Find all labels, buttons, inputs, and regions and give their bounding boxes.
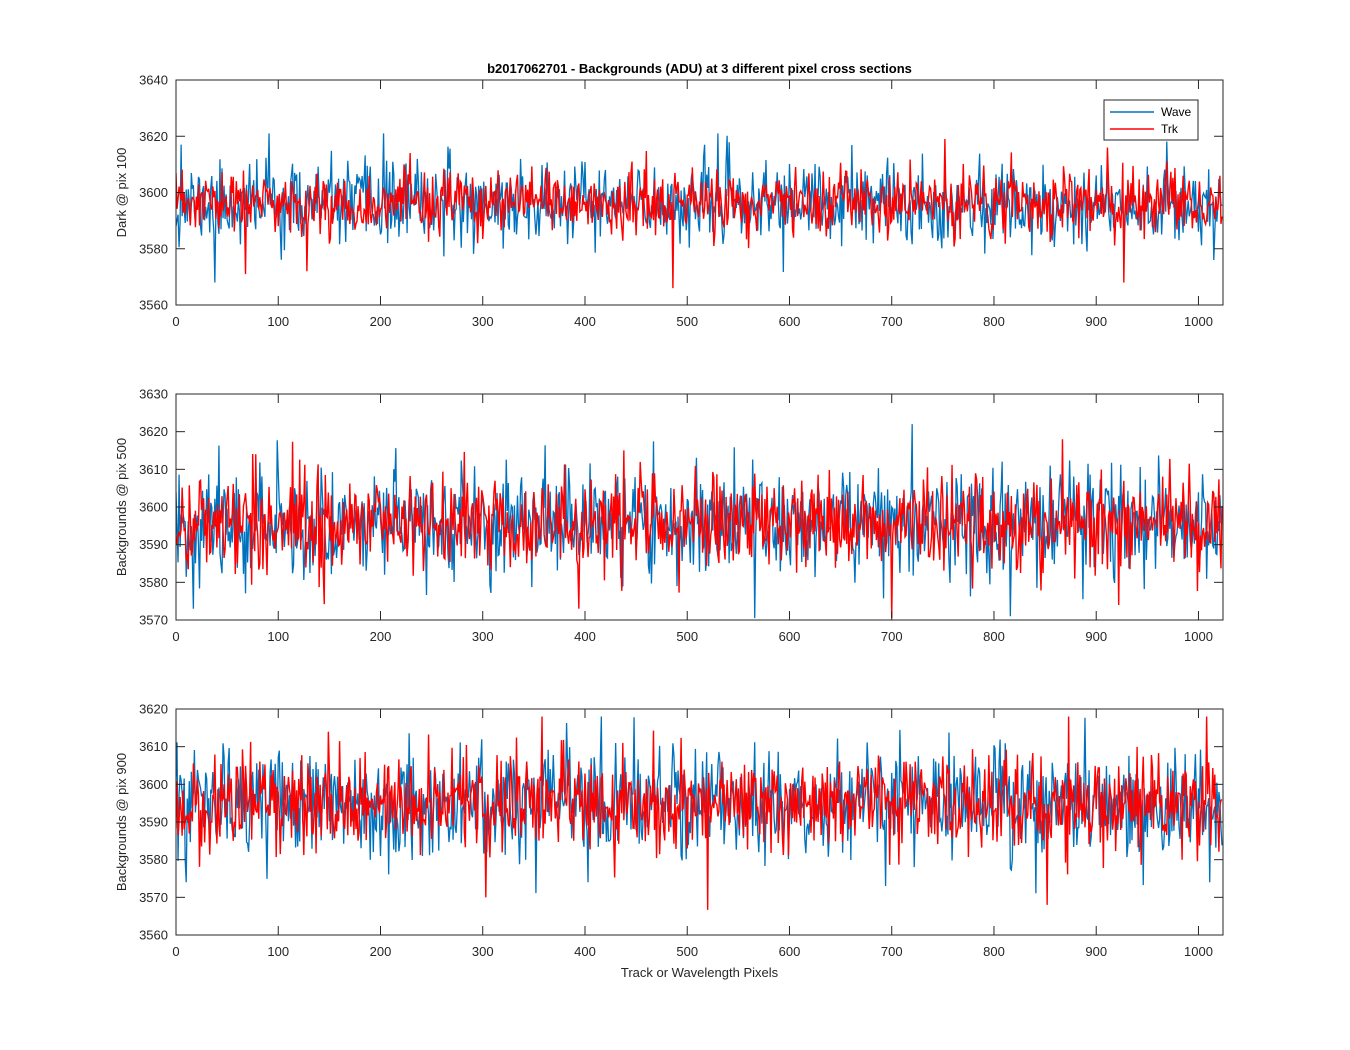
x-tick-label: 200	[370, 944, 392, 959]
y-tick-label: 3590	[139, 537, 168, 552]
x-tick-label: 600	[779, 944, 801, 959]
x-tick-label: 100	[267, 629, 289, 644]
x-tick-label: 500	[676, 314, 698, 329]
legend-box	[1103, 99, 1199, 141]
legend: Wave Trk	[1103, 99, 1199, 141]
y-tick-label: 3570	[139, 890, 168, 905]
x-tick-label: 900	[1085, 944, 1107, 959]
series-line-trk	[176, 716, 1223, 910]
y-axis-label: Dark @ pix 100	[114, 148, 129, 238]
x-tick-label: 700	[881, 314, 903, 329]
x-tick-label: 1000	[1184, 314, 1213, 329]
series-line-trk	[176, 139, 1223, 289]
y-tick-label: 3560	[139, 928, 168, 943]
x-axis-label: Track or Wavelength Pixels	[621, 965, 779, 980]
x-tick-label: 800	[983, 314, 1005, 329]
y-tick-label: 3600	[139, 500, 168, 515]
y-tick-label: 3600	[139, 185, 168, 200]
legend-label-wave: Wave	[1161, 105, 1192, 119]
subplot-2: 0 100 200 300 400 500 600 700 800 900 1000 3570 3580…	[114, 387, 1224, 644]
y-tick-label: 3580	[139, 575, 168, 590]
y-tick-label: 3630	[139, 387, 168, 402]
x-tick-label: 200	[370, 314, 392, 329]
x-tick-label: 300	[472, 629, 494, 644]
x-tick-label: 400	[574, 944, 596, 959]
x-tick-label: 500	[676, 629, 698, 644]
x-tick-label: 100	[267, 314, 289, 329]
y-tick-label: 3620	[139, 702, 168, 717]
x-tick-label: 200	[370, 629, 392, 644]
legend-label-trk: Trk	[1161, 122, 1179, 136]
y-tick-label: 3610	[139, 462, 168, 477]
x-tick-label: 700	[881, 629, 903, 644]
y-tick-label: 3610	[139, 739, 168, 754]
x-tick-label: 900	[1085, 629, 1107, 644]
y-axis-label: Backgrounds @ pix 500	[114, 438, 129, 576]
x-tick-label: 1000	[1184, 944, 1213, 959]
y-tick-label: 3560	[139, 298, 168, 313]
chart-title: b2017062701 - Backgrounds (ADU) at 3 dif…	[487, 61, 912, 76]
x-tick-label: 900	[1085, 314, 1107, 329]
subplot-3: 0 100 200 300 400 500 600 700 800 900 1000 3560 3570…	[114, 702, 1224, 980]
x-tick-label: 800	[983, 629, 1005, 644]
y-tick-label: 3620	[139, 129, 168, 144]
x-tick-label: 800	[983, 944, 1005, 959]
x-tick-label: 400	[574, 629, 596, 644]
x-tick-label: 600	[779, 629, 801, 644]
y-tick-label: 3600	[139, 777, 168, 792]
x-tick-label: 0	[172, 314, 179, 329]
x-tick-label: 1000	[1184, 629, 1213, 644]
x-tick-label: 300	[472, 314, 494, 329]
y-tick-label: 3590	[139, 815, 168, 830]
y-axis-label: Backgrounds @ pix 900	[114, 753, 129, 891]
x-tick-label: 400	[574, 314, 596, 329]
subplot-1: 0 100 200 300 400 500 600 700 800 900 1000 3560 3580…	[114, 61, 1224, 329]
x-tick-label: 700	[881, 944, 903, 959]
x-tick-label: 300	[472, 944, 494, 959]
x-tick-label: 600	[779, 314, 801, 329]
y-tick-label: 3580	[139, 852, 168, 867]
y-tick-label: 3640	[139, 73, 168, 88]
series-line-trk	[176, 439, 1223, 619]
y-tick-label: 3620	[139, 424, 168, 439]
x-tick-label: 0	[172, 944, 179, 959]
x-tick-label: 100	[267, 944, 289, 959]
y-tick-label: 3570	[139, 613, 168, 628]
x-tick-label: 0	[172, 629, 179, 644]
x-tick-label: 500	[676, 944, 698, 959]
y-tick-label: 3580	[139, 241, 168, 256]
